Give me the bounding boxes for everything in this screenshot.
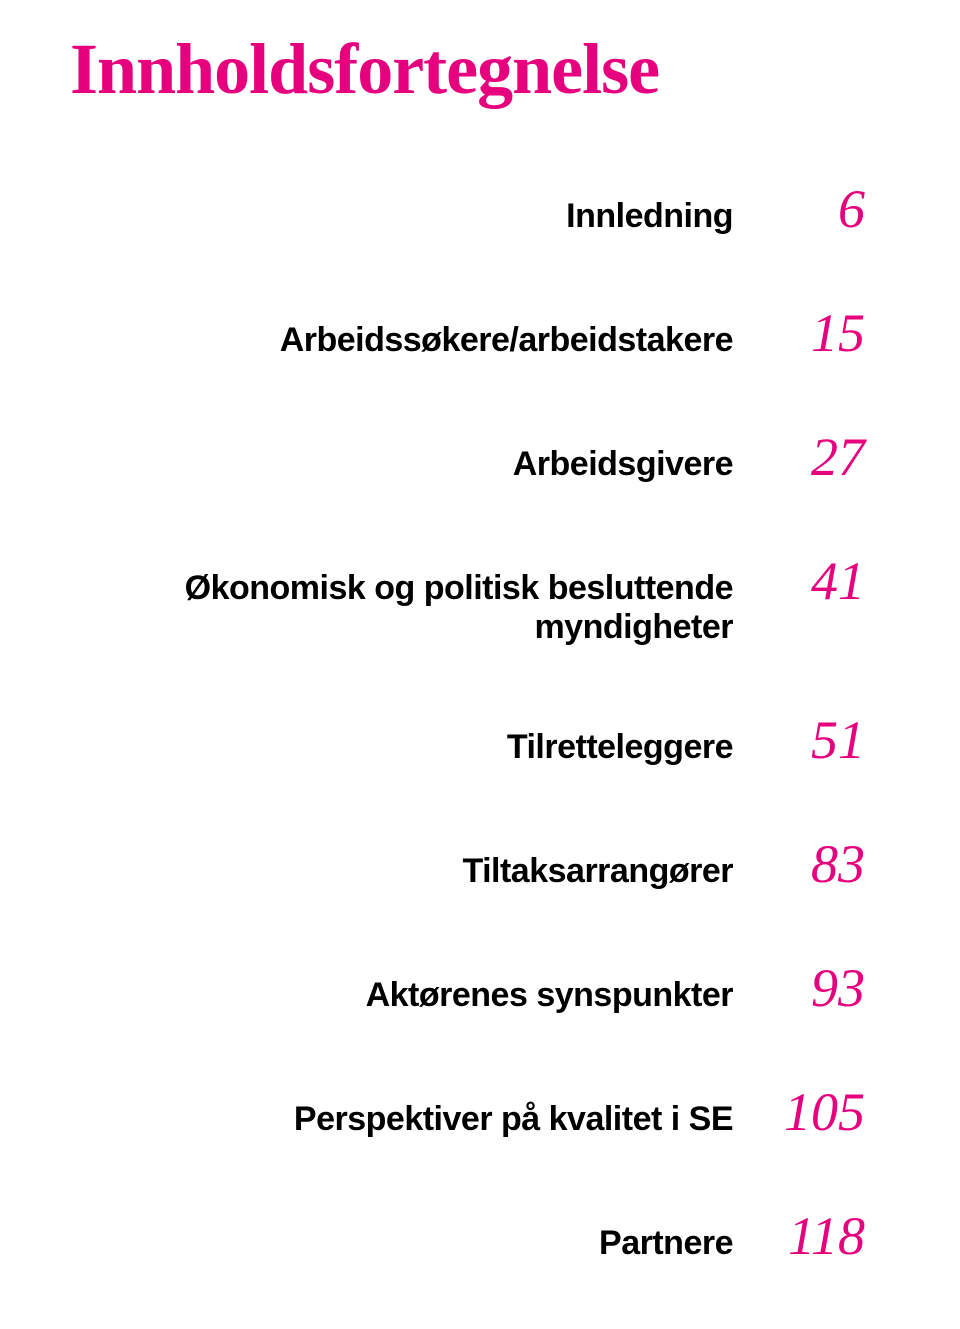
toc-row: Tiltaksarrangører 83: [70, 833, 865, 895]
toc-row: Partnere 118: [70, 1205, 865, 1267]
toc-label: Partnere: [599, 1224, 733, 1263]
toc-label: Tilretteleggere: [507, 728, 733, 767]
toc-row: Tilretteleggere 51: [70, 709, 865, 771]
toc-row: Økonomisk og politisk besluttende myndig…: [70, 550, 865, 647]
toc-page-number: 118: [775, 1205, 865, 1267]
toc-row: Aktørenes synspunkter 93: [70, 957, 865, 1019]
toc-page-number: 27: [775, 426, 865, 488]
toc-label: Økonomisk og politisk besluttende myndig…: [70, 569, 733, 647]
toc-row: Perspektiver på kvalitet i SE 105: [70, 1081, 865, 1143]
page-title: Innholdsfortegnelse: [70, 28, 659, 111]
toc-page-number: 83: [775, 833, 865, 895]
toc-page-number: 105: [775, 1081, 865, 1143]
toc-page-number: 15: [775, 302, 865, 364]
toc-page-number: 6: [775, 178, 865, 240]
toc-label: Tiltaksarrangører: [462, 852, 733, 891]
toc-label: Arbeidsgivere: [513, 445, 733, 484]
toc-label: Arbeidssøkere/arbeidstakere: [280, 321, 733, 360]
toc-label: Perspektiver på kvalitet i SE: [294, 1100, 733, 1139]
table-of-contents: Innledning 6 Arbeidssøkere/arbeidstakere…: [70, 178, 865, 1329]
toc-label: Aktørenes synspunkter: [366, 976, 733, 1015]
toc-page-number: 93: [775, 957, 865, 1019]
toc-page-number: 51: [775, 709, 865, 771]
toc-row: Arbeidsgivere 27: [70, 426, 865, 488]
toc-label: Innledning: [566, 197, 733, 236]
toc-row: Innledning 6: [70, 178, 865, 240]
toc-page-number: 41: [775, 550, 865, 612]
toc-row: Arbeidssøkere/arbeidstakere 15: [70, 302, 865, 364]
